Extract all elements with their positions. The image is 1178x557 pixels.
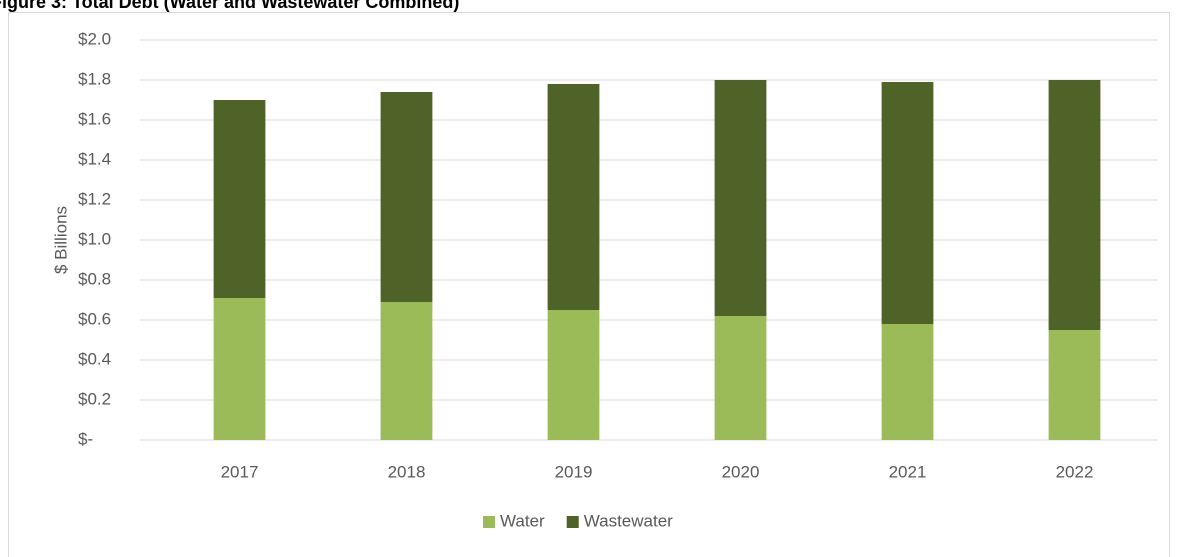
y-tick-label: $0.8 (78, 269, 111, 288)
y-tick-label: $0.2 (78, 389, 111, 408)
bar (547, 310, 600, 440)
bar (881, 324, 934, 440)
y-tick-label: $1.0 (78, 229, 111, 248)
y-tick-label: $2.0 (78, 29, 111, 48)
bar (380, 302, 433, 440)
bar (1048, 80, 1101, 330)
x-tick-label: 2017 (221, 462, 259, 481)
bar (213, 298, 266, 440)
bar (714, 80, 767, 316)
y-tick-label: $- (78, 429, 93, 448)
bar (380, 92, 433, 302)
y-tick-label: $1.4 (78, 149, 111, 168)
x-tick-label: 2022 (1056, 462, 1094, 481)
chart-title: Figure 3: Total Debt (Water and Wastewat… (0, 0, 459, 12)
x-tick-label: 2020 (722, 462, 760, 481)
bar (714, 316, 767, 440)
y-tick-label: $0.4 (78, 349, 111, 368)
legend-swatch (566, 516, 579, 528)
bar (1048, 330, 1101, 440)
bar (881, 82, 934, 324)
y-tick-label: $1.2 (78, 189, 111, 208)
x-tick-label: 2018 (388, 462, 426, 481)
legend-label: Wastewater (584, 511, 673, 530)
y-axis-label: $ Billions (51, 206, 70, 274)
y-tick-label: $1.6 (78, 109, 111, 128)
bar (547, 84, 600, 310)
y-tick-label: $1.8 (78, 69, 111, 88)
legend-label: Water (500, 511, 545, 530)
chart-border (8, 12, 1170, 557)
y-tick-label: $0.6 (78, 309, 111, 328)
bar (213, 100, 266, 298)
legend-swatch (483, 516, 495, 528)
x-tick-label: 2019 (555, 462, 593, 481)
x-tick-label: 2021 (889, 462, 927, 481)
